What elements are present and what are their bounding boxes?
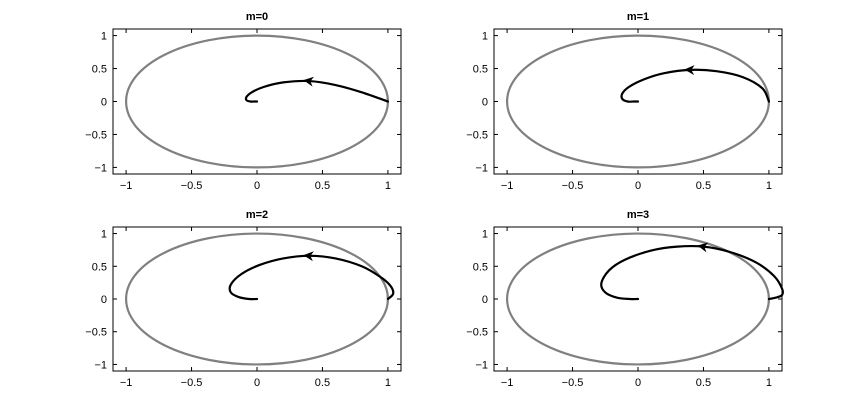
y-tick-label: 1	[482, 31, 488, 43]
y-tick-label: 0	[482, 294, 488, 306]
subplot-3: m=2 −1 −0.5 0 0.5 1 −1 −0.5 0 0.5 1	[85, 209, 402, 389]
y-tick-label: −1	[94, 162, 107, 174]
y-tick-label: 1	[482, 229, 488, 241]
x-tick-label: 0.5	[696, 377, 711, 389]
spiral-trajectory	[600, 244, 784, 301]
subplot-title: m=3	[627, 209, 649, 221]
y-tick-label: 0	[101, 97, 107, 109]
y-tick-label: 1	[101, 31, 107, 43]
subplot-2: m=1 −1 −0.5 0 0.5 1 −1 −0.5 0 0.5 1	[466, 11, 783, 192]
x-tick-label: −1	[501, 180, 514, 192]
y-tick-label: −1	[475, 359, 488, 371]
x-tick-label: 0.5	[315, 180, 330, 192]
x-tick-label: 1	[385, 377, 391, 389]
x-tick-label: −1	[501, 377, 514, 389]
subplot-1: m=0 −1 −0.5 0 0.5 1 −1 −0.5 0 0.5 1	[85, 11, 402, 192]
y-tick-label: 0.5	[473, 64, 488, 76]
x-tick-label: −1	[120, 377, 133, 389]
subplot-title: m=1	[627, 11, 649, 23]
subplot-title: m=2	[246, 209, 268, 221]
y-tick-label: −0.5	[466, 129, 488, 141]
x-tick-label: 0	[635, 180, 641, 192]
x-tick-label: −0.5	[181, 180, 203, 192]
x-tick-label: 0.5	[315, 377, 330, 389]
x-tick-label: 1	[766, 377, 772, 389]
x-tick-label: 0.5	[696, 180, 711, 192]
y-tick-label: −0.5	[466, 327, 488, 339]
x-tick-label: −0.5	[181, 377, 203, 389]
x-tick-label: −0.5	[562, 180, 584, 192]
x-tick-label: −1	[120, 180, 133, 192]
y-tick-label: 0.5	[92, 261, 107, 273]
x-tick-label: −0.5	[562, 377, 584, 389]
x-tick-label: 1	[385, 180, 391, 192]
x-tick-label: 0	[635, 377, 641, 389]
y-tick-label: −1	[94, 359, 107, 371]
subplot-4: m=3 −1 −0.5 0 0.5 1 −1 −0.5 0 0.5 1	[466, 209, 784, 389]
y-tick-label: 1	[101, 229, 107, 241]
y-tick-label: 0	[101, 294, 107, 306]
spiral-trajectory	[620, 68, 771, 103]
y-tick-label: 0.5	[473, 261, 488, 273]
y-tick-label: 0.5	[92, 64, 107, 76]
y-tick-label: −0.5	[85, 129, 107, 141]
x-tick-label: 0	[254, 377, 260, 389]
spiral-trajectory	[244, 79, 390, 103]
x-tick-label: 0	[254, 180, 260, 192]
y-tick-label: −1	[475, 162, 488, 174]
spiral-trajectory	[228, 254, 395, 301]
y-tick-label: −0.5	[85, 327, 107, 339]
subplot-title: m=0	[246, 11, 268, 23]
x-tick-label: 1	[766, 180, 772, 192]
y-tick-label: 0	[482, 97, 488, 109]
